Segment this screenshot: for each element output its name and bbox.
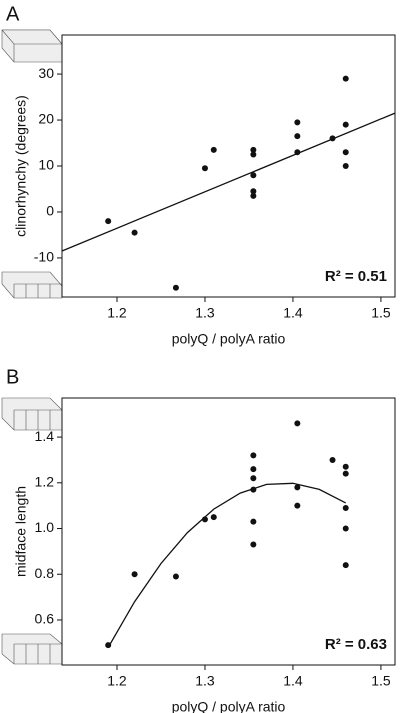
data-point [250, 151, 257, 158]
data-point [250, 518, 257, 525]
y-tick-label: 1.2 [35, 474, 55, 490]
y-tick-label: 0.6 [35, 611, 55, 627]
data-point [210, 146, 217, 153]
data-point [131, 229, 138, 236]
data-point [342, 525, 349, 532]
plot-frame [61, 397, 396, 666]
data-point [294, 420, 301, 427]
data-point [201, 516, 208, 523]
data-point [342, 504, 349, 511]
data-point [294, 119, 301, 126]
data-point [201, 165, 208, 172]
data-point [294, 133, 301, 140]
data-point [329, 456, 336, 463]
data-point [342, 75, 349, 82]
y-axis-label: midface length [13, 486, 29, 577]
panel-label: A [6, 3, 20, 25]
y-tick-label: 10 [38, 157, 54, 173]
x-tick-label: 1.3 [195, 673, 215, 689]
fit-line [107, 482, 346, 648]
x-tick-label: 1.3 [195, 305, 215, 321]
y-tick-label: 1.4 [35, 428, 55, 444]
x-axis-label: polyQ / polyA ratio [172, 331, 286, 347]
x-axis-label: polyQ / polyA ratio [172, 699, 286, 713]
y-tick-label: 0 [46, 203, 54, 219]
skull-icon [1, 29, 63, 665]
data-point [329, 135, 336, 142]
data-point [342, 463, 349, 470]
data-point [294, 484, 301, 491]
data-point [105, 218, 112, 225]
data-point [250, 466, 257, 473]
data-point [172, 573, 179, 580]
data-point [342, 562, 349, 569]
x-tick-label: 1.2 [107, 305, 127, 321]
r-squared: R² = 0.51 [325, 268, 387, 285]
data-point [250, 541, 257, 548]
data-point [342, 121, 349, 128]
x-tick-label: 1.4 [283, 305, 303, 321]
x-tick-label: 1.5 [371, 673, 391, 689]
r-squared: R² = 0.63 [325, 636, 387, 653]
data-point [250, 172, 257, 179]
x-tick-label: 1.4 [283, 673, 303, 689]
x-tick-label: 1.2 [107, 673, 127, 689]
y-tick-label: 0.8 [35, 565, 55, 581]
y-tick-label: 20 [38, 111, 54, 127]
data-point [294, 502, 301, 509]
data-point [294, 149, 301, 156]
y-tick-label: 1.0 [35, 519, 55, 535]
fit-line [61, 112, 396, 252]
data-point [342, 470, 349, 477]
data-point [105, 642, 112, 649]
data-point [250, 475, 257, 482]
data-point [342, 149, 349, 156]
x-tick-label: 1.5 [371, 305, 391, 321]
data-point [250, 486, 257, 493]
data-point [131, 571, 138, 578]
data-point [250, 192, 257, 199]
y-tick-label: -10 [34, 249, 54, 265]
data-point [210, 514, 217, 521]
panel-label: B [6, 366, 19, 388]
y-tick-label: 30 [38, 65, 54, 81]
data-point [250, 188, 257, 195]
data-point [342, 163, 349, 169]
data-point [172, 284, 179, 291]
data-point [250, 146, 257, 153]
data-point [250, 452, 257, 459]
y-axis-label: clinorhynchy (degrees) [13, 95, 29, 237]
